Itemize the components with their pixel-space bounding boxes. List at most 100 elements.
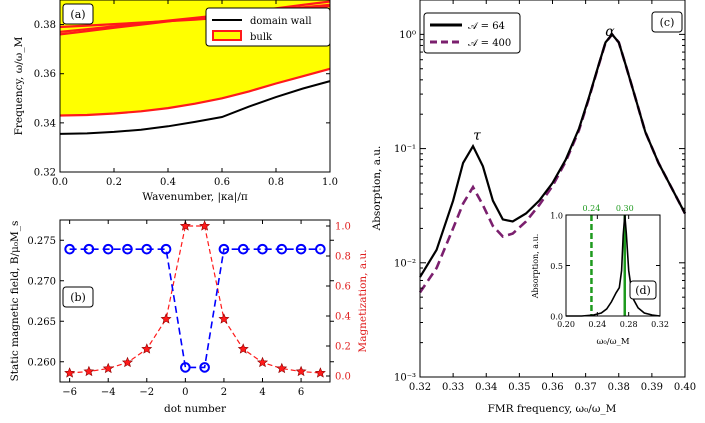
magnetization-point xyxy=(218,313,230,324)
magnetization-point xyxy=(276,362,288,374)
panel-a-x-tick-label: 0.4 xyxy=(160,177,176,188)
field-point xyxy=(64,243,75,255)
inset-d-x-tick-label: 0.28 xyxy=(620,320,638,329)
panel-a-x-tick-label: 0.6 xyxy=(214,177,230,188)
panel-b-y-tick-label: 0.260 xyxy=(27,357,56,368)
panel-a-y-tick-label: 0.38 xyxy=(34,20,56,31)
magnetization-point xyxy=(295,365,307,377)
legend-bulk: bulk xyxy=(250,32,273,43)
panel-c-legend: 𝒜 = 64 𝒜 = 400 xyxy=(423,12,521,54)
field-point xyxy=(180,362,191,373)
inset-d-background xyxy=(566,215,660,316)
legend-bulk-swatch xyxy=(212,30,242,41)
magnetization-point xyxy=(121,356,134,368)
magnetization-point xyxy=(102,362,114,374)
panel-a-x-tick-label: 1.0 xyxy=(322,177,338,188)
inset-d-x-label: ω₀/ω_M xyxy=(596,337,629,347)
panel-a-y-tick-label: 0.32 xyxy=(34,168,56,179)
panel-b-y-label: Static magnetic field, B/μ₀M_s xyxy=(9,221,21,382)
inset-d-top-label: 0.30 xyxy=(616,204,634,213)
panel-c-x-tick-label: 0.36 xyxy=(541,382,563,393)
inset-d-y-label: Absorption, a.u. xyxy=(531,234,540,300)
bulk-edge-line-4 xyxy=(59,0,331,33)
magnetization-point xyxy=(141,343,153,354)
panel-c-x-tick-label: 0.33 xyxy=(442,382,464,393)
panel-c-x-label: FMR frequency, ω₀/ω_M xyxy=(488,403,617,415)
panel-c-x-ticks: 0.32 0.33 0.34 0.35 0.36 0.37 0.38 0.39 0.40 xyxy=(409,0,696,393)
inset-d-y-tick-label: 0.5 xyxy=(550,262,563,271)
panel-b-plot-area xyxy=(64,220,326,378)
field-point xyxy=(141,243,153,255)
panel-a-y-label: Frequency, ω/ω_M xyxy=(13,36,25,135)
panel-c-x-tick-label: 0.34 xyxy=(475,382,497,393)
panel-b-x-tick-label: 0 xyxy=(182,387,188,398)
panel-c-x-tick-label: 0.37 xyxy=(574,382,596,393)
inset-d-x-ticks: 0.20 0.24 0.28 0.32 xyxy=(557,215,669,329)
inset-absorption-line xyxy=(566,214,661,317)
panel-b-right-y-tick-label: 1.0 xyxy=(335,222,351,233)
field-point xyxy=(237,243,249,255)
magnetization-line xyxy=(69,225,321,374)
panel-c-label-box xyxy=(651,11,683,33)
panel-b-right-y-tick-label: 0.6 xyxy=(335,282,351,293)
panel-c-y-tick-label: 10⁻¹ xyxy=(394,144,416,155)
panel-a-x-tick-label: 0.0 xyxy=(52,177,68,188)
field-point xyxy=(295,243,307,255)
panel-b-x-ticks: −6 −4 −2 0 2 4 6 xyxy=(62,220,304,398)
panel-c-y-tick-label: 10⁻² xyxy=(394,258,416,269)
panel-b-y-ticks: 0.260 0.265 0.270 0.275 xyxy=(27,236,334,368)
panel-c-x-tick-label: 0.39 xyxy=(641,382,663,393)
panel-b-x-tick-label: 2 xyxy=(221,387,227,398)
legend-a64: 𝒜 = 64 xyxy=(468,21,505,32)
annotation-alpha: α xyxy=(605,24,615,40)
annotation-tau: τ xyxy=(473,128,481,144)
panel-b-label-box xyxy=(62,286,94,308)
panel-b-x-tick-label: 6 xyxy=(298,387,304,398)
panel-b-x-tick-label: 4 xyxy=(259,387,265,398)
field-point xyxy=(257,243,268,255)
magnetization-point xyxy=(179,220,191,231)
inset-d-x-tick-label: 0.24 xyxy=(588,320,606,329)
magnetization-point xyxy=(199,220,211,231)
field-point xyxy=(102,243,114,255)
field-point xyxy=(218,243,230,255)
inset-d-x-tick-label: 0.32 xyxy=(651,320,669,329)
inset-d-top-label: 0.24 xyxy=(583,204,601,213)
panel-a-label-box xyxy=(62,3,94,25)
magnetization-point xyxy=(314,367,326,378)
panel-a-label: (a) xyxy=(70,8,85,21)
bulk-edge-line-1 xyxy=(59,67,331,117)
panel-a-x-tick-label: 0.8 xyxy=(268,177,284,188)
inset-d: 0.20 0.24 0.28 0.32 0.00.51.0 0.24 0.30 (d) … xyxy=(531,204,669,347)
panel-a-x-ticks: 0.0 0.2 0.4 0.6 0.8 1.0 xyxy=(52,0,338,188)
panel-b-y-tick-label: 0.275 xyxy=(27,236,56,247)
series-a64-line xyxy=(419,32,686,278)
panel-c-x-tick-label: 0.35 xyxy=(508,382,530,393)
panel-c-y-ticks: 10⁻³ 10⁻² 10⁻¹ 10⁰ xyxy=(394,30,685,384)
panel-b-right-y-tick-label: 0.4 xyxy=(335,312,351,323)
panel-b-x-tick-label: −6 xyxy=(62,387,77,398)
panel-b-right-y-tick-label: 0.2 xyxy=(335,342,351,353)
panel-c-y-tick-label: 10⁰ xyxy=(399,30,416,41)
panel-a: 0.0 0.2 0.4 0.6 0.8 1.0 0.320.340.360.38 (a) … xyxy=(13,0,338,204)
legend-a400: 𝒜 = 400 xyxy=(468,38,511,49)
magnetization-point xyxy=(256,356,269,368)
magnetization-point xyxy=(160,313,172,324)
field-point xyxy=(315,243,326,255)
field-point xyxy=(160,243,172,255)
magnetization-point xyxy=(237,343,249,354)
inset-d-top-labels: 0.24 0.30 xyxy=(583,204,634,213)
panel-c: 0.32 0.33 0.34 0.35 0.36 0.37 0.38 0.39 0.40 10⁻… xyxy=(371,0,696,415)
panel-a-x-label: Wavenumber, |κa|/π xyxy=(142,191,248,204)
panel-c-label: (c) xyxy=(660,16,675,29)
panel-b-right-y-label: Magnetization, a.u. xyxy=(357,249,369,352)
domain-wall-line xyxy=(59,80,331,135)
panel-c-y-tick-label: 10⁻³ xyxy=(394,373,416,384)
inset-d-y-tick-label: 1.0 xyxy=(550,212,563,221)
panel-c-x-tick-label: 0.40 xyxy=(674,382,696,393)
inset-d-x-tick-label: 0.20 xyxy=(557,320,575,329)
panel-c-x-tick-label: 0.32 xyxy=(409,382,431,393)
panel-a-legend: domain wall bulk xyxy=(205,7,331,47)
